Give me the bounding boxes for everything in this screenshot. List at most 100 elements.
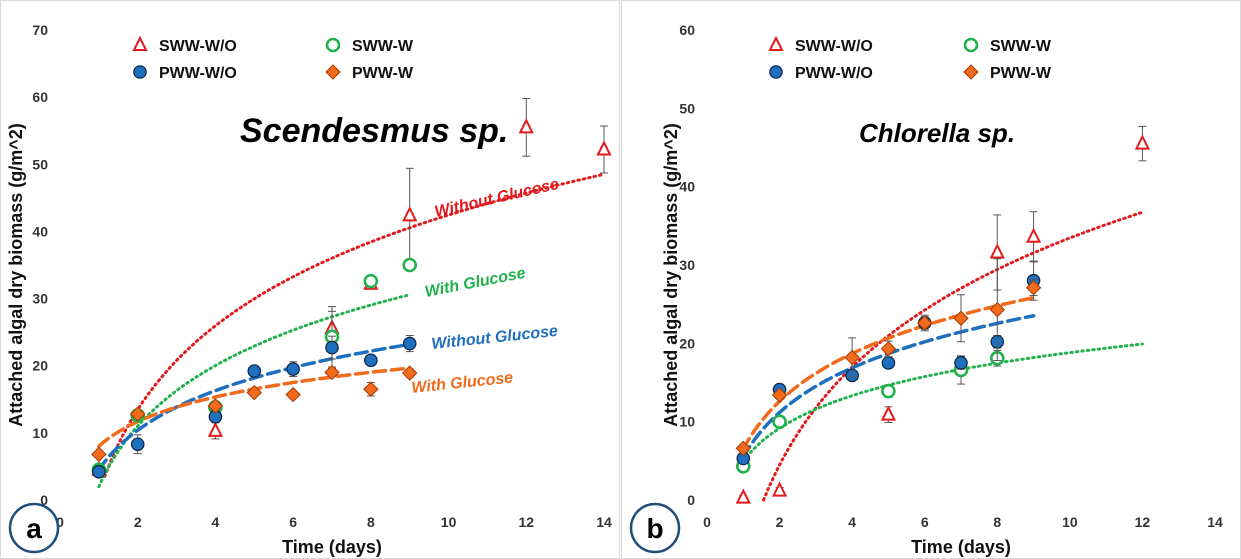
- series-sww-w: [735, 349, 1005, 474]
- x-tick-label: 10: [441, 514, 457, 530]
- trendline-annotation: Without Glucose: [431, 323, 559, 353]
- y-tick-label: 20: [679, 335, 695, 351]
- data-point: [917, 315, 933, 331]
- x-tick-label: 8: [993, 514, 1001, 530]
- data-point: [1134, 134, 1151, 150]
- x-tick-label: 14: [1207, 514, 1223, 530]
- data-point: [130, 406, 146, 422]
- panel-border: [621, 0, 1241, 559]
- y-tick-label: 20: [32, 358, 48, 374]
- data-point: [880, 405, 897, 421]
- data-point: [844, 349, 860, 366]
- data-point: [1025, 227, 1042, 243]
- legend-marker: [963, 37, 979, 53]
- legend-marker: [768, 35, 784, 51]
- data-point: [772, 414, 787, 429]
- data-point: [596, 140, 612, 156]
- data-point: [91, 446, 107, 463]
- panel-letter-badge: [629, 502, 681, 554]
- chart-panel-b: 0 10 20 30 40 50 60 0 2 4 6 8 10 12 14 Time (days) Attac…: [621, 0, 1241, 559]
- data-point: [363, 273, 379, 289]
- trendline-2: [97, 342, 412, 472]
- y-tick-label: 60: [679, 22, 695, 38]
- panel-letter-badge: [8, 502, 60, 554]
- data-point: [207, 421, 224, 437]
- data-point: [1025, 280, 1042, 296]
- y-tick-label: 70: [32, 22, 48, 38]
- data-point: [954, 356, 968, 370]
- panel-letter: b: [646, 513, 663, 544]
- data-point: [881, 356, 896, 370]
- data-point: [363, 381, 379, 397]
- data-point: [402, 336, 417, 351]
- data-point: [325, 340, 339, 355]
- y-tick-label: 40: [32, 223, 48, 239]
- data-point: [735, 488, 751, 504]
- data-point: [953, 310, 969, 326]
- y-axis-title: Attached algal dry biomass (g/m^2): [661, 123, 681, 427]
- data-point: [207, 398, 224, 414]
- legend-label: SWW-W/O: [159, 38, 237, 55]
- data-point: [771, 481, 788, 497]
- x-tick-label: 2: [776, 514, 784, 530]
- y-tick-label: 50: [679, 100, 695, 116]
- trendline-annotation: Without Glucose: [433, 176, 561, 221]
- trendline-1: [741, 342, 1144, 463]
- legend-marker: [963, 64, 979, 80]
- data-point: [286, 362, 300, 376]
- data-point: [880, 341, 897, 357]
- legend-label: PWW-W/O: [795, 65, 873, 82]
- trendline-annotation: With Glucose: [411, 369, 514, 397]
- trendline-0: [762, 210, 1144, 502]
- data-point: [402, 257, 418, 273]
- x-tick-label: 12: [518, 514, 534, 530]
- data-point: [130, 437, 145, 452]
- y-tick-label: 60: [32, 89, 48, 105]
- y-axis-title: Attached algal dry biomass (g/m^2): [6, 123, 26, 427]
- legend-label: SWW-W/O: [795, 38, 873, 55]
- data-point: [735, 440, 751, 457]
- x-tick-label: 4: [848, 514, 856, 530]
- y-tick-label: 10: [679, 414, 695, 430]
- series-sww-w-o: [735, 125, 1151, 504]
- legend-label: SWW-W: [990, 38, 1052, 55]
- data-point: [285, 386, 301, 403]
- x-tick-label: 6: [921, 514, 929, 530]
- data-point: [402, 365, 418, 381]
- trendline-0: [103, 172, 606, 478]
- legend-marker: [132, 35, 148, 51]
- y-tick-label: 10: [32, 425, 48, 441]
- x-axis-title: Time (days): [282, 537, 382, 557]
- x-tick-label: 6: [289, 514, 297, 530]
- y-tick-label: 0: [40, 492, 48, 508]
- data-point: [246, 384, 262, 401]
- legend-marker: [325, 64, 341, 80]
- trendline-3: [97, 366, 412, 449]
- data-point: [324, 364, 340, 381]
- data-point: [402, 206, 418, 222]
- chart-title: Scendesmus sp.: [240, 112, 508, 150]
- x-tick-label: 8: [367, 514, 375, 530]
- y-tick-label: 30: [32, 291, 48, 307]
- data-point: [989, 301, 1005, 318]
- legend-marker: [325, 37, 341, 53]
- legend-marker: [133, 65, 147, 79]
- data-point: [771, 387, 788, 403]
- x-tick-label: 2: [134, 514, 142, 530]
- data-point: [92, 464, 106, 479]
- legend-label: PWW-W: [990, 65, 1052, 82]
- y-tick-label: 40: [679, 179, 695, 195]
- x-tick-label: 10: [1062, 514, 1078, 530]
- series-pww-w: [735, 258, 1042, 457]
- data-point: [364, 353, 378, 368]
- legend-label: PWW-W/O: [159, 65, 237, 82]
- data-point: [518, 118, 534, 134]
- data-point: [881, 383, 896, 399]
- series-sww-w-o: [91, 97, 612, 476]
- panel-letter: a: [26, 513, 42, 544]
- x-tick-label: 4: [212, 514, 220, 530]
- data-point: [247, 364, 262, 378]
- x-tick-label: 0: [56, 514, 64, 530]
- x-tick-label: 12: [1135, 514, 1151, 530]
